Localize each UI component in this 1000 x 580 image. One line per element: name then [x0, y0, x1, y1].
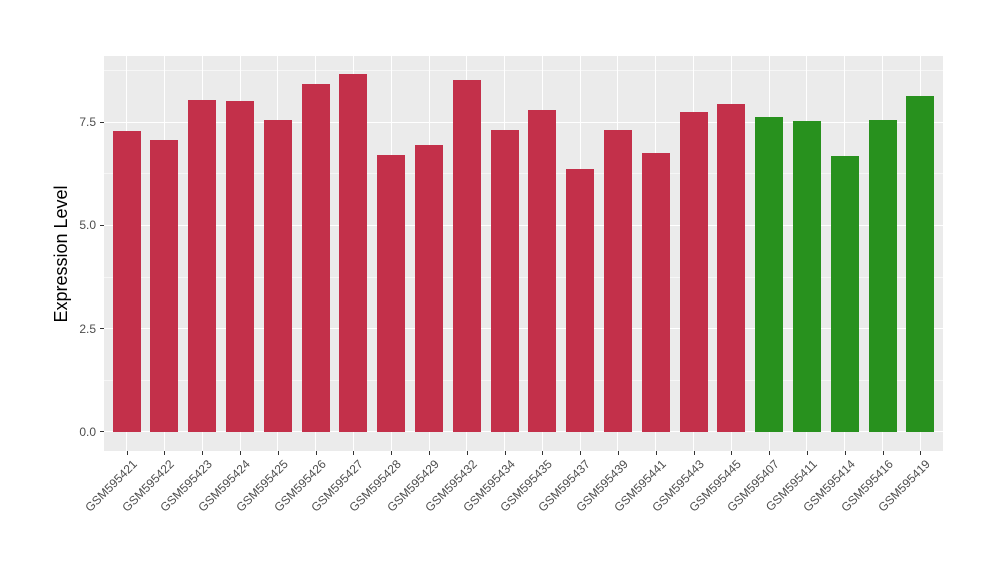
- x-axis-tick-mark: [466, 451, 468, 455]
- x-axis-tick-mark: [353, 451, 355, 455]
- y-axis-tick-label: 7.5: [79, 115, 96, 130]
- x-axis-tick-mark: [429, 451, 431, 455]
- gridline-major-horizontal: [104, 224, 943, 226]
- x-axis-tick-mark: [391, 451, 393, 455]
- x-axis-tick-mark: [882, 451, 884, 455]
- bar: [415, 144, 443, 432]
- bar: [868, 119, 897, 432]
- bar: [566, 168, 595, 432]
- bar: [188, 99, 217, 432]
- gridline-major-horizontal: [104, 431, 943, 433]
- x-axis-tick-mark: [164, 451, 166, 455]
- bar: [339, 74, 368, 432]
- x-axis-tick-mark: [504, 451, 506, 455]
- gridline-major-horizontal: [104, 121, 943, 123]
- bar: [906, 96, 935, 432]
- gridline-minor-horizontal: [104, 173, 943, 175]
- bar: [150, 140, 179, 432]
- gridline-minor-horizontal: [104, 379, 943, 381]
- x-axis-tick-mark: [202, 451, 204, 455]
- bar: [830, 156, 859, 432]
- x-axis-tick-mark: [315, 451, 317, 455]
- gridline-major-horizontal: [104, 328, 943, 330]
- y-axis-tick-label: 5.0: [79, 218, 96, 233]
- y-axis-tick-mark: [100, 328, 104, 330]
- x-axis-tick-mark: [731, 451, 733, 455]
- bar: [755, 116, 784, 432]
- bar: [263, 120, 292, 432]
- y-axis-tick-label: 0.0: [79, 424, 96, 439]
- x-axis-tick-mark: [844, 451, 846, 455]
- x-axis-tick-mark: [277, 451, 279, 455]
- plot-panel: [104, 56, 943, 451]
- x-axis-tick-mark: [920, 451, 922, 455]
- y-axis-tick-mark: [100, 431, 104, 433]
- y-axis-tick-mark: [100, 224, 104, 226]
- bar: [717, 103, 746, 432]
- bar: [792, 121, 821, 432]
- bar: [301, 83, 330, 432]
- bar: [603, 130, 632, 432]
- bar: [452, 80, 481, 432]
- gridline-minor-horizontal: [104, 276, 943, 278]
- x-axis-tick-mark: [806, 451, 808, 455]
- x-axis-tick-mark: [693, 451, 695, 455]
- x-axis-tick-mark: [126, 451, 128, 455]
- bar: [226, 101, 255, 432]
- x-axis-tick-mark: [542, 451, 544, 455]
- bar: [490, 130, 519, 432]
- x-axis-tick-mark: [617, 451, 619, 455]
- x-axis-tick-mark: [655, 451, 657, 455]
- gridline-minor-horizontal: [104, 69, 943, 71]
- y-axis-title: Expression Level: [51, 185, 71, 323]
- y-axis-tick-mark: [100, 121, 104, 123]
- bar: [528, 110, 557, 432]
- x-axis-tick-mark: [580, 451, 582, 455]
- bar: [679, 112, 708, 432]
- y-axis-tick-label: 2.5: [79, 321, 96, 336]
- x-axis-tick-mark: [240, 451, 242, 455]
- bar: [641, 152, 670, 432]
- bar: [377, 155, 406, 432]
- x-axis-tick-mark: [769, 451, 771, 455]
- bar: [112, 131, 141, 432]
